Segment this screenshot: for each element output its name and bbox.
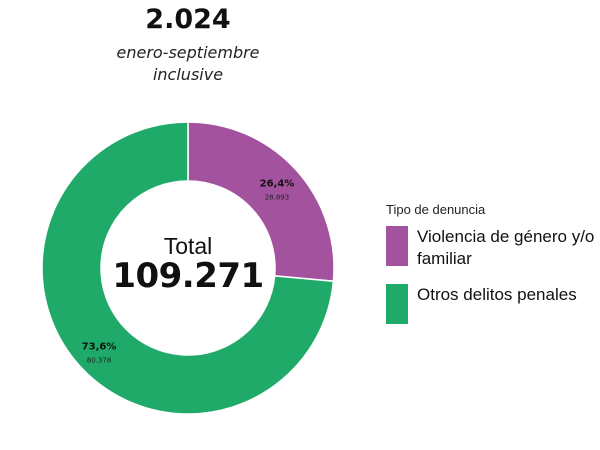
subtitle-line-qualifier: inclusive <box>152 65 224 84</box>
donut-center-total: 109.271 <box>112 256 264 296</box>
legend-swatch-violencia <box>386 226 408 266</box>
donut-slice-otros <box>41 121 335 415</box>
chart-legend: Tipo de denuncia Violencia de género y/o… <box>386 202 596 338</box>
subtitle-line-period: enero-septiembre <box>116 43 260 62</box>
slice-percent-otros: 73,6% <box>82 341 117 352</box>
donut-slice-violencia <box>187 121 335 283</box>
chart-subtitle: enero-septiembre inclusive <box>0 42 376 86</box>
slice-percent-violencia: 26,4% <box>260 179 295 190</box>
donut-center-label: Total <box>163 233 213 259</box>
slice-value-otros: 80.378 <box>87 356 112 364</box>
legend-item-violencia: Violencia de género y/o familiar <box>386 226 596 270</box>
donut-chart: 26,4% 28.893 73,6% 80.378 <box>41 121 335 415</box>
legend-label-otros: Otros delitos penales <box>417 285 577 304</box>
legend-swatch-otros <box>386 284 408 324</box>
chart-year-title: 2.024 <box>145 4 231 35</box>
legend-label-violencia: Violencia de género y/o familiar <box>417 227 595 268</box>
legend-title: Tipo de denuncia <box>386 202 486 217</box>
legend-item-otros: Otros delitos penales <box>386 284 596 324</box>
slice-value-violencia: 28.893 <box>265 194 290 202</box>
